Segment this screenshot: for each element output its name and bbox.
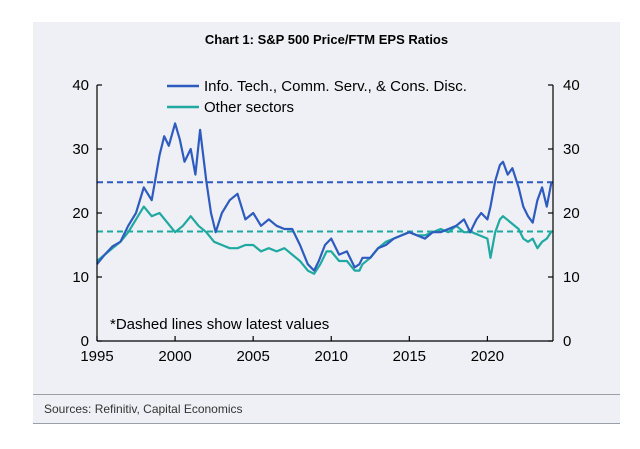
y-tick-label-right: 20 [563,205,580,222]
y-tick-label-left: 40 [72,77,89,94]
reference-lines [97,181,553,233]
x-tick-label: 2010 [315,348,348,365]
chart-title: Chart 1: S&P 500 Price/FTM EPS Ratios [204,32,449,47]
y-tick-label-right: 10 [563,269,580,286]
y-tick-label-right: 0 [563,333,571,350]
source-text: Sources: Refinitiv, Capital Economics [44,402,243,416]
series-lines [96,122,553,275]
chart-note: *Dashed lines show latest values [110,316,329,333]
x-tick-label: 1995 [80,348,113,365]
x-tick-label: 2000 [158,348,191,365]
x-tick-label: 2020 [471,348,504,365]
series-line-1 [96,122,553,272]
y-tick-label-left: 10 [72,269,89,286]
y-tick-label-left: 20 [72,205,89,222]
divider-top [33,394,620,395]
legend-label-1: Info. Tech., Comm. Serv., & Cons. Disc. [204,78,467,95]
legend-label-2: Other sectors [204,99,294,116]
series-line-2 [96,205,553,275]
y-tick-label-right: 40 [563,77,580,94]
y-tick-label-right: 30 [563,141,580,158]
legend: Info. Tech., Comm. Serv., & Cons. Disc. O… [167,78,467,116]
x-tick-label: 2015 [393,348,426,365]
y-tick-label-left: 30 [72,141,89,158]
y-tick-label-left: 0 [81,333,89,350]
divider-bottom [33,423,620,424]
x-tick-label: 2005 [236,348,269,365]
